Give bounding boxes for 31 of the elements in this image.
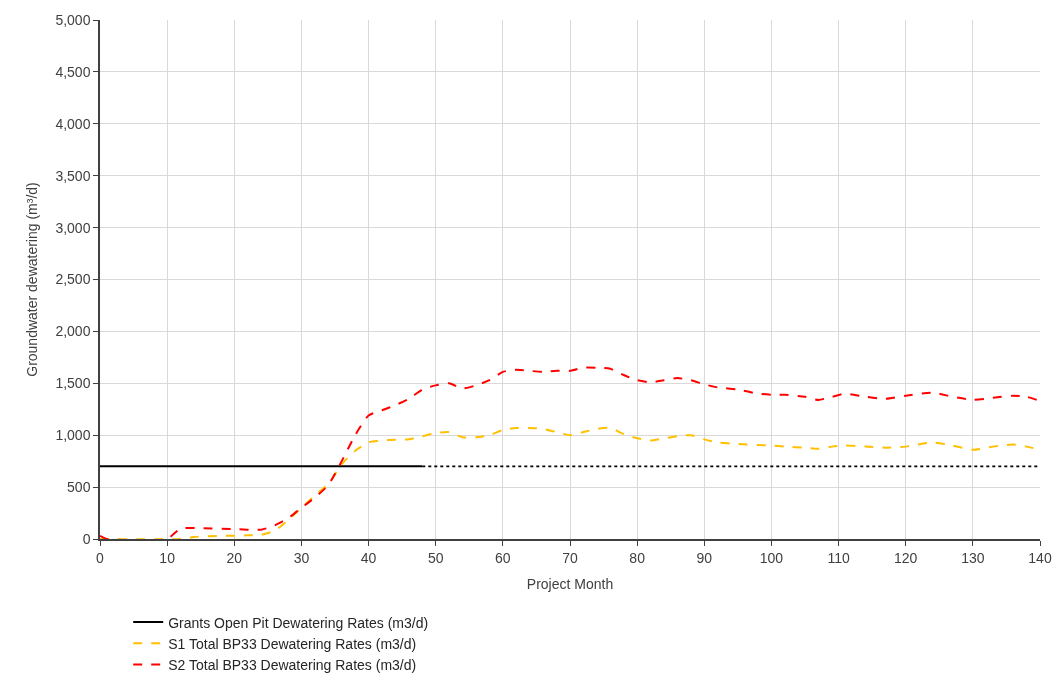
y-tick-label: 0 bbox=[82, 530, 91, 547]
y-tick-label: 2,000 bbox=[55, 323, 91, 340]
x-tick-label: 120 bbox=[894, 549, 918, 566]
y-tick-label: 3,500 bbox=[55, 167, 91, 184]
x-tick-label: 60 bbox=[495, 549, 511, 566]
y-tick-label: 2,500 bbox=[55, 271, 91, 288]
x-tick-label: 50 bbox=[427, 549, 444, 566]
y-tick-label: 4,500 bbox=[55, 63, 91, 80]
y-tick-label: 4,000 bbox=[55, 115, 91, 132]
x-tick-label: 100 bbox=[759, 549, 784, 566]
y-tick-label: 3,000 bbox=[55, 219, 91, 236]
y-tick-label: 1,000 bbox=[55, 427, 91, 444]
x-tick-label: 140 bbox=[1028, 549, 1052, 566]
x-tick-label: 130 bbox=[961, 549, 985, 566]
legend-label: S1 Total BP33 Dewatering Rates (m3/d) bbox=[168, 635, 417, 652]
x-tick-label: 70 bbox=[562, 549, 578, 566]
x-tick-label: 0 bbox=[96, 549, 105, 566]
x-tick-label: 20 bbox=[226, 549, 243, 566]
x-axis-title: Project Month bbox=[526, 576, 614, 593]
x-tick-label: 110 bbox=[827, 549, 850, 566]
x-tick-label: 90 bbox=[696, 549, 713, 566]
x-tick-label: 30 bbox=[293, 549, 310, 566]
y-tick-label: 5,000 bbox=[55, 11, 91, 28]
x-tick-label: 10 bbox=[159, 549, 176, 566]
x-tick-label: 40 bbox=[360, 549, 377, 566]
x-tick-label: 80 bbox=[629, 549, 646, 566]
legend-label: Grants Open Pit Dewatering Rates (m3/d) bbox=[168, 614, 429, 631]
y-tick-label: 1,500 bbox=[55, 375, 91, 392]
legend-label: S2 Total BP33 Dewatering Rates (m3/d) bbox=[168, 656, 417, 673]
y-axis-title: Groundwater dewatering (m³/d) bbox=[23, 182, 40, 377]
y-tick-label: 500 bbox=[67, 479, 91, 495]
